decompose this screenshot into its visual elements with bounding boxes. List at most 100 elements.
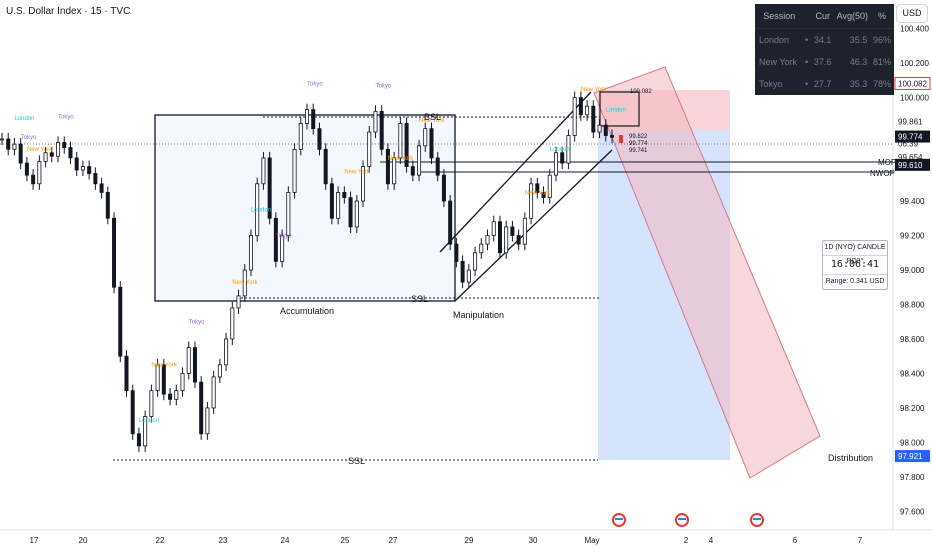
candle-body: [205, 407, 210, 435]
candle-body: [597, 124, 602, 133]
candle-body: [398, 123, 403, 159]
candle-body: [466, 269, 471, 283]
candle-body: [541, 192, 546, 198]
candle-countdown: 16:06:41: [823, 256, 887, 275]
candle-body: [74, 157, 79, 171]
session-tag: Tokyo: [307, 82, 323, 88]
y-tick-label: 97.800: [900, 473, 925, 482]
candle-widget-title: 1D (NYO) CANDLE PO3°: [823, 241, 887, 265]
candle-body: [224, 338, 229, 366]
candle-body: [379, 110, 384, 150]
candle-body: [485, 235, 490, 245]
candle-body: [510, 226, 515, 236]
session-tag: Tokyo: [21, 135, 37, 141]
price-label: 06:39: [898, 139, 919, 148]
candle-body: [535, 183, 540, 193]
candle-body: [242, 269, 247, 297]
session-tag: London: [606, 108, 626, 114]
accumulation-label: Accumulation: [280, 306, 334, 316]
candle-body: [560, 152, 565, 164]
price-label-box: [895, 450, 930, 463]
candle-body: [497, 221, 502, 254]
x-tick-label: 24: [281, 536, 290, 545]
y-tick-label: 97.600: [900, 507, 925, 516]
candle-body: [298, 123, 303, 150]
candle-body: [323, 148, 328, 185]
candle-body: [211, 376, 216, 409]
x-tick-label: 25: [341, 536, 350, 545]
symbol-title[interactable]: U.S. Dollar Index · 15 · TVC: [6, 6, 131, 17]
candle-body: [423, 128, 428, 147]
candle-body: [0, 138, 4, 141]
accumulation-box[interactable]: [154, 114, 456, 302]
candle-body: [292, 148, 297, 193]
candle-body: [43, 152, 48, 162]
trade-value-2: 99.774: [629, 141, 648, 147]
price-label-box: [894, 76, 931, 90]
y-tick-label: 99.000: [900, 266, 925, 275]
avg-header: Avg(50): [834, 4, 871, 29]
candle-body: [62, 142, 67, 148]
y-tick-label: 100.400: [900, 25, 929, 34]
candle-body: [37, 160, 42, 185]
session-tag: New York: [388, 156, 414, 162]
candle-body: [255, 183, 260, 236]
candle-body: [473, 252, 478, 271]
candle-body: [317, 128, 322, 150]
distribution-channel[interactable]: [593, 66, 821, 479]
candle-body: [311, 109, 316, 130]
candle-body: [280, 235, 285, 262]
premium-box[interactable]: [599, 91, 640, 127]
mop-label: MOP: [878, 158, 896, 167]
candle-body: [553, 152, 558, 176]
y-tick-label: 100.200: [900, 59, 929, 68]
candle-body: [454, 243, 459, 262]
currency-button[interactable]: USD: [896, 4, 928, 23]
x-tick-label: 6: [793, 536, 798, 545]
y-tick-label: 99.400: [900, 197, 925, 206]
candle-body: [80, 166, 85, 171]
session-tag: London: [139, 418, 159, 424]
candle-body: [286, 192, 291, 236]
y-tick-label: 100.000: [900, 94, 929, 103]
session-volatility-table: Session Cur Avg(50) % London • 34.1 35.5 96…: [755, 4, 894, 95]
candle-body: [49, 152, 54, 157]
candle-body: [603, 124, 608, 136]
candle-body: [149, 390, 154, 417]
candle-range: Range: 0.341 USD: [825, 278, 885, 285]
session-tag: London: [14, 116, 34, 122]
candle-body: [591, 105, 596, 133]
candle-body: [504, 226, 509, 254]
economic-event-icons[interactable]: [612, 513, 764, 527]
candle-body: [24, 162, 29, 176]
candle-body: [143, 416, 148, 447]
candle-body: [435, 157, 440, 176]
table-row: Tokyo • 27.7 35.3 78%: [759, 79, 891, 89]
distribution-label: Distribution: [828, 453, 873, 463]
candle-body: [392, 157, 397, 185]
candle-body: [93, 173, 98, 185]
candle-body: [354, 200, 359, 228]
x-tick-label: 29: [465, 536, 474, 545]
candle-po3-widget: 1D (NYO) CANDLE PO3° 16:06:41 Range: 0.3…: [822, 240, 888, 290]
trade-value-1: 99.822: [629, 134, 648, 140]
y-tick-label: 98.400: [900, 369, 925, 378]
candle-body: [460, 260, 465, 283]
candle-body: [174, 390, 179, 400]
candles-series: London New York Tokyo Tokyo London New York To…: [0, 82, 626, 452]
price-label: 99.654: [898, 153, 923, 162]
table-row: London • 34.1 35.5 96%: [759, 35, 891, 45]
candle-body: [130, 390, 135, 435]
manipulation-lower-line[interactable]: [454, 149, 613, 302]
zone-value: 100.082: [630, 89, 652, 95]
candle-body: [336, 192, 341, 219]
candle-body: [217, 364, 222, 378]
session-tag: New York: [151, 363, 177, 369]
x-tick-label: 20: [79, 536, 88, 545]
candle-body: [105, 192, 110, 219]
y-axis-ticks: 100.400 100.200 100.000 99.400 99.200 99.000 9…: [900, 25, 929, 517]
x-tick-label: 17: [30, 536, 39, 545]
candle-body: [578, 97, 583, 116]
